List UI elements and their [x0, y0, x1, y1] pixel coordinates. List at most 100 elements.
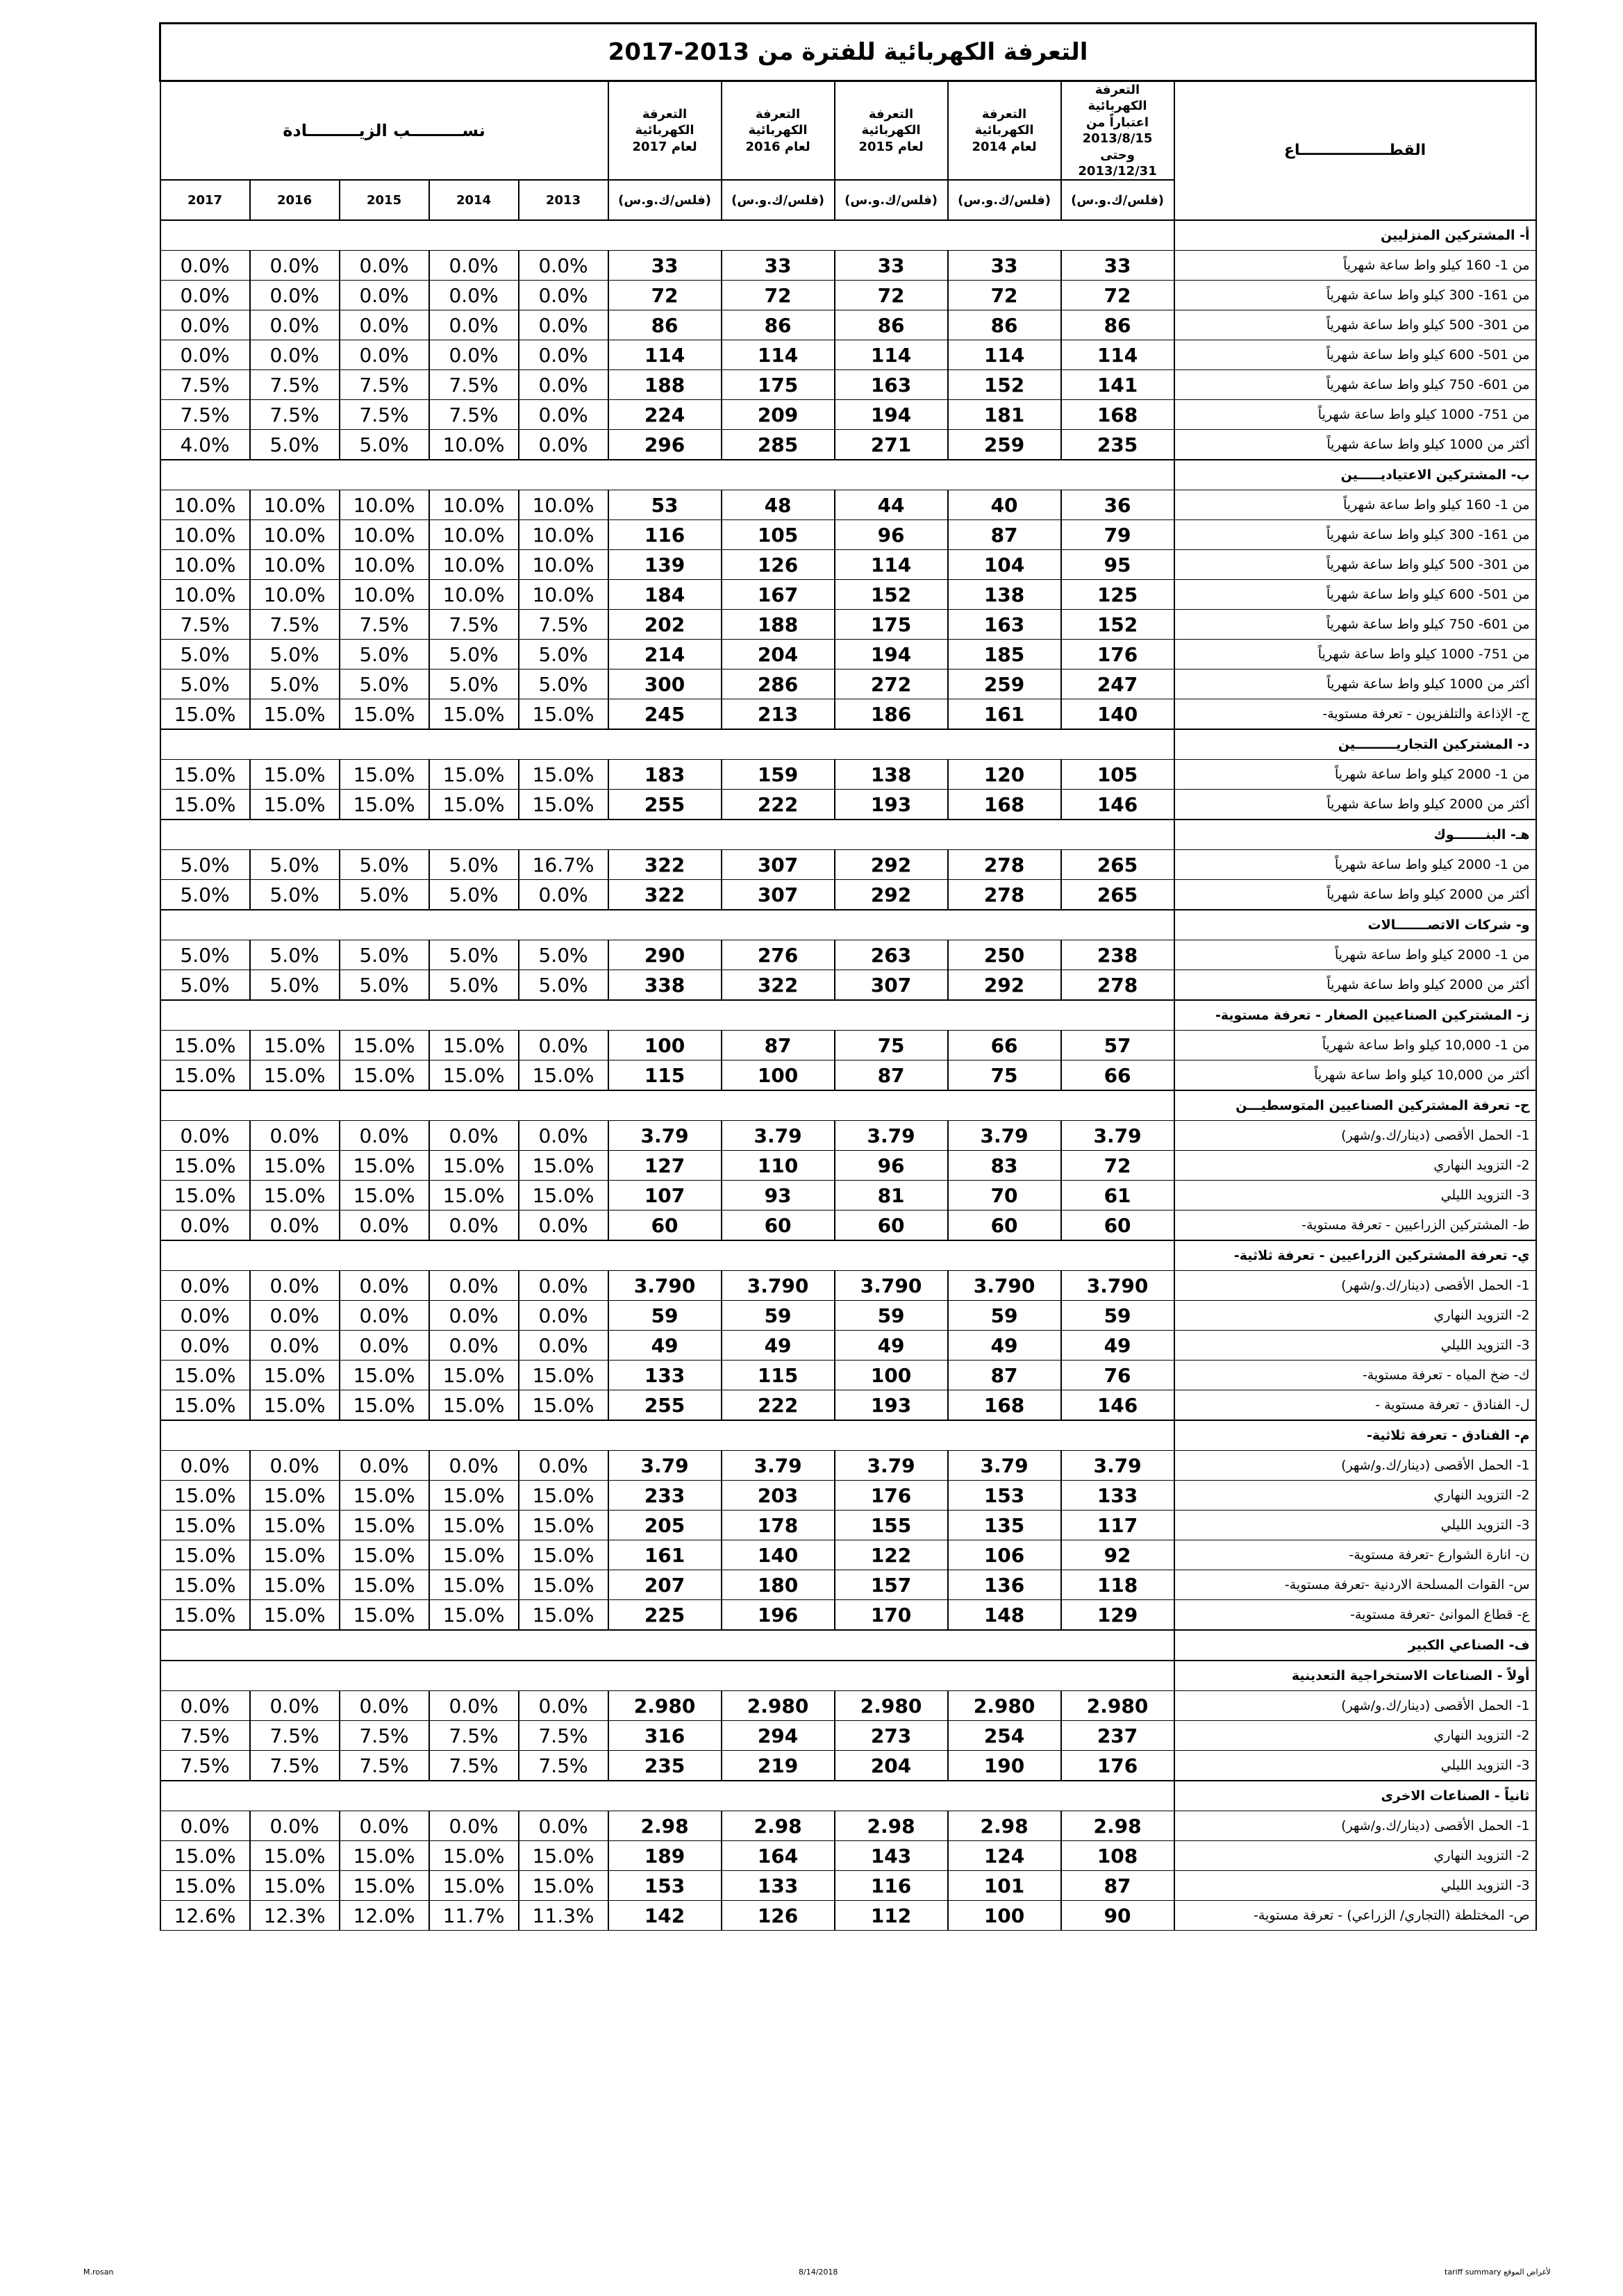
- increase-value: 0.0%: [338, 280, 430, 311]
- tariff-value: 59: [607, 1300, 722, 1331]
- tariff-value: 170: [833, 1599, 949, 1631]
- tariff-value: 86: [833, 310, 949, 341]
- increase-value: 10.0%: [428, 519, 519, 551]
- sector-label: 3- التزويد الليلي: [1173, 1330, 1537, 1361]
- blank-cell: [159, 909, 1175, 941]
- increase-value: 15.0%: [159, 1390, 251, 1421]
- tariff-value: 60: [947, 1210, 1062, 1241]
- sector-label: 3- التزويد الليلي: [1173, 1510, 1537, 1541]
- increase-value: 0.0%: [249, 310, 340, 341]
- tariff-value: 2.98: [833, 1811, 949, 1842]
- increase-value: 0.0%: [159, 1300, 251, 1331]
- blank-cell: [159, 1240, 1175, 1272]
- tariff-value: 214: [607, 639, 722, 670]
- tariff-value: 152: [833, 579, 949, 610]
- section-label: هـ- البنـــــــوك: [1173, 819, 1537, 851]
- tariff-value: 2.980: [1060, 1690, 1175, 1722]
- increase-value: 10.0%: [517, 549, 609, 581]
- sector-label: 2- التزويد النهاري: [1173, 1300, 1537, 1331]
- increase-value: 10.0%: [159, 519, 251, 551]
- tariff-value: 125: [1060, 579, 1175, 610]
- data-row: أكثر من 1000 كيلو واط ساعة شهرياً 235 259 2…: [159, 429, 1537, 460]
- tariff-value: 33: [947, 250, 1062, 281]
- tariff-value: 292: [833, 879, 949, 910]
- tariff-value: 72: [720, 280, 835, 311]
- tariff-value: 59: [947, 1300, 1062, 1331]
- data-row: ع- قطاع الموانئ -تعرفة مستوية- 129 148 170 1…: [159, 1599, 1537, 1631]
- tariff-value: 96: [833, 519, 949, 551]
- increase-value: 0.0%: [249, 1270, 340, 1301]
- tariff-value: 146: [1060, 1390, 1175, 1421]
- increase-value: 0.0%: [517, 399, 609, 431]
- tariff-value: 225: [607, 1599, 722, 1631]
- data-row: 3- التزويد الليلي 61 70 81 93 107 15.0% 15.0% 15…: [159, 1180, 1537, 1211]
- tariff-value: 108: [1060, 1840, 1175, 1872]
- increase-value: 15.0%: [517, 1390, 609, 1421]
- tariff-value: 3.790: [1060, 1270, 1175, 1301]
- increase-value: 15.0%: [159, 1840, 251, 1872]
- tariff-value: 307: [720, 879, 835, 910]
- increase-value: 15.0%: [338, 699, 430, 730]
- blank-cell: [159, 1420, 1175, 1451]
- increase-value: 15.0%: [517, 1599, 609, 1631]
- increase-value: 0.0%: [517, 1270, 609, 1301]
- tariff-value: 100: [720, 1060, 835, 1091]
- increase-value: 12.6%: [159, 1900, 251, 1931]
- increase-value: 5.0%: [338, 940, 430, 971]
- section-row: د- المشتركين التجاريـــــــــين: [159, 729, 1537, 760]
- increase-value: 15.0%: [428, 1840, 519, 1872]
- data-row: 2- التزويد النهاري 133 153 176 203 233 15.0% 15…: [159, 1480, 1537, 1511]
- increase-value: 5.0%: [517, 669, 609, 700]
- increase-value: 15.0%: [428, 759, 519, 790]
- tariff-value: 273: [833, 1720, 949, 1752]
- footer-right: tariff summary لأغراض الموقع: [1445, 2268, 1551, 2277]
- tariff-value: 72: [947, 280, 1062, 311]
- increase-value: 0.0%: [249, 1330, 340, 1361]
- tariff-value: 322: [720, 970, 835, 1001]
- increase-value: 10.0%: [428, 429, 519, 460]
- tariff-value: 167: [720, 579, 835, 610]
- data-row: 2- التزويد النهاري 237 254 273 294 316 7.5% 7.5…: [159, 1720, 1537, 1752]
- increase-value: 16.7%: [517, 849, 609, 881]
- increase-value: 15.0%: [159, 1480, 251, 1511]
- increase-value: 15.0%: [338, 1180, 430, 1211]
- increase-value: 7.5%: [428, 1720, 519, 1752]
- data-row: ج- الإذاعة والتلفزيون - تعرفة مستوية- 140…: [159, 699, 1537, 730]
- table-body: التعرفة الكهربائية للفترة من 2013-2017 ال…: [158, 22, 1538, 1931]
- increase-value: 7.5%: [159, 609, 251, 640]
- tariff-value: 196: [720, 1599, 835, 1631]
- subheading-row: (فلس/ك.و.س) (فلس/ك.و.س) (فلس/ك.و.س) (فلس/ك.…: [159, 179, 1536, 222]
- data-row: أكثر من 10,000 كيلو واط ساعة شهرياً 66 75 8…: [159, 1060, 1537, 1091]
- increase-value: 10.0%: [517, 579, 609, 610]
- tariff-value: 117: [1060, 1510, 1175, 1541]
- sector-label: من 1- 2000 كيلو واط ساعة شهرياً: [1173, 849, 1537, 881]
- unit-label: (فلس/ك.و.س): [720, 179, 835, 222]
- increase-value: 15.0%: [159, 1060, 251, 1091]
- tariff-value: 255: [607, 1390, 722, 1421]
- increase-value: 15.0%: [249, 1870, 340, 1902]
- increase-value: 5.0%: [159, 639, 251, 670]
- increase-value: 0.0%: [338, 1300, 430, 1331]
- tariff-value: 49: [1060, 1330, 1175, 1361]
- tariff-value: 204: [720, 639, 835, 670]
- increase-value: 15.0%: [338, 789, 430, 820]
- tariff-value: 72: [607, 280, 722, 311]
- increase-value: 5.0%: [249, 940, 340, 971]
- sector-label: ك- ضخ المياه - تعرفة مستوية-: [1173, 1360, 1537, 1391]
- increase-value: 15.0%: [428, 1480, 519, 1511]
- increase-value: 15.0%: [338, 1480, 430, 1511]
- sector-label: من 301- 500 كيلو واط ساعة شهرياً: [1173, 549, 1537, 581]
- tariff-value: 272: [833, 669, 949, 700]
- increase-value: 15.0%: [517, 1180, 609, 1211]
- tariff-value: 153: [947, 1480, 1062, 1511]
- tariff-value: 133: [607, 1360, 722, 1391]
- tariff-value: 3.79: [607, 1450, 722, 1481]
- increase-value: 7.5%: [338, 369, 430, 401]
- sector-label: 1- الحمل الأقصى (دينار/ك.و/شهر): [1173, 1811, 1537, 1842]
- sector-label: أكثر من 1000 كيلو واط ساعة شهرياً: [1173, 669, 1537, 700]
- increase-value: 0.0%: [338, 1450, 430, 1481]
- tariff-value: 96: [833, 1150, 949, 1181]
- tariff-value: 100: [947, 1900, 1062, 1931]
- increase-value: 5.0%: [159, 970, 251, 1001]
